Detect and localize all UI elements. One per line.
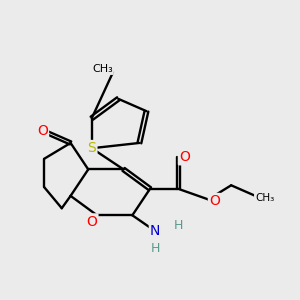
Text: H: H xyxy=(151,242,160,255)
Text: H: H xyxy=(173,219,183,232)
Text: CH₃: CH₃ xyxy=(255,193,274,202)
Text: N: N xyxy=(150,224,160,238)
Text: O: O xyxy=(179,150,190,164)
Text: O: O xyxy=(209,194,220,208)
Text: O: O xyxy=(37,124,48,138)
Text: S: S xyxy=(87,141,96,155)
Text: CH₃: CH₃ xyxy=(92,64,113,74)
Text: O: O xyxy=(86,214,97,229)
